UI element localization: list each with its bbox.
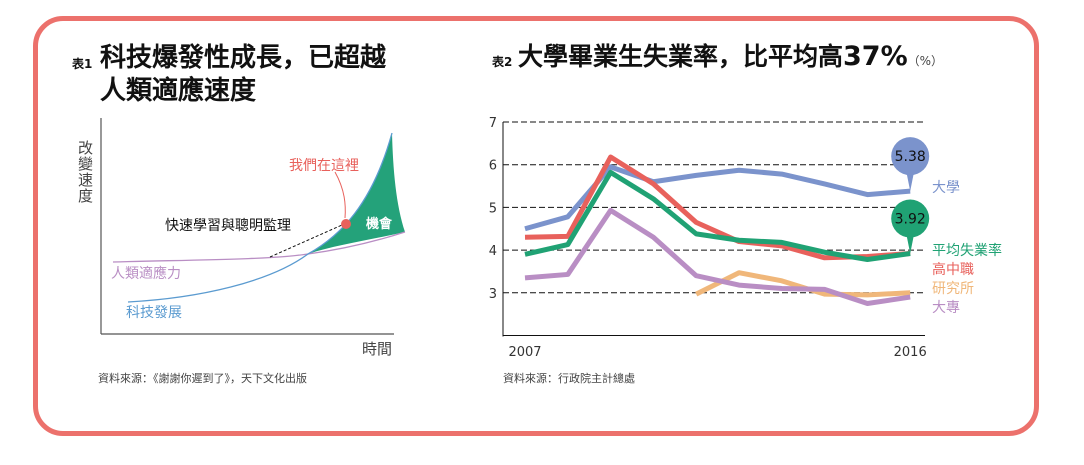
callout-value: 3.92 bbox=[895, 212, 926, 228]
callout-pointer bbox=[906, 171, 915, 192]
left-title-line1: 科技爆發性成長，已超越 bbox=[100, 43, 387, 73]
unit-label: （%） bbox=[907, 54, 944, 68]
y-tick-label: 5 bbox=[489, 201, 497, 216]
legend-label: 大專 bbox=[932, 300, 960, 316]
right-title: 大學畢業生失業率，比平均高37%（%） bbox=[518, 37, 943, 73]
y-tick-label: 7 bbox=[489, 116, 497, 131]
label-tech-development: 科技發展 bbox=[126, 305, 182, 321]
annotation-here: 我們在這裡 bbox=[289, 158, 359, 174]
annotation-opportunity: 機會 bbox=[366, 217, 393, 232]
annotation-learning: 快速學習與聰明監理 bbox=[165, 218, 291, 234]
human-adaptation-curve bbox=[112, 231, 406, 263]
y-axis-label: 改變速度 bbox=[78, 139, 94, 205]
x-tick-label: 2007 bbox=[508, 345, 541, 360]
callout-bubble bbox=[891, 137, 930, 176]
dashed-connector bbox=[269, 224, 343, 258]
callout-value: 5.38 bbox=[895, 149, 926, 165]
x-axis-label: 時間 bbox=[362, 340, 393, 358]
legend-label: 大學 bbox=[932, 180, 960, 196]
right-title-highlight: 37% bbox=[843, 41, 908, 72]
legend-label: 高中職 bbox=[932, 261, 974, 278]
here-arrow-icon bbox=[334, 171, 346, 219]
left-title-line2: 人類適應速度 bbox=[100, 76, 257, 106]
tech-development-curve bbox=[127, 132, 393, 303]
legend-label: 研究所 bbox=[932, 281, 974, 297]
y-tick-label: 3 bbox=[489, 287, 497, 302]
opportunity-area bbox=[308, 133, 405, 254]
y-tick-label: 6 bbox=[489, 159, 497, 174]
right-source: 資料來源：行政院主計總處 bbox=[503, 372, 635, 385]
rounded-frame bbox=[33, 16, 1039, 436]
y-tick-label: 4 bbox=[489, 244, 497, 259]
legend-label: 平均失業率 bbox=[932, 242, 1002, 259]
right-table-label: 表2 bbox=[492, 55, 513, 69]
left-source: 資料來源：《謝謝你遲到了》，天下文化出版 bbox=[98, 372, 307, 385]
x-tick-label: 2016 bbox=[894, 345, 927, 360]
series-line-大專 bbox=[524, 207, 911, 306]
callout-bubble bbox=[891, 199, 930, 238]
label-human-adaptation: 人類適應力 bbox=[111, 266, 181, 282]
here-dot bbox=[341, 219, 351, 229]
left-table-label: 表1 bbox=[72, 57, 93, 71]
callout-pointer bbox=[906, 233, 915, 254]
right-title-text: 大學畢業生失業率，比平均高 bbox=[518, 42, 844, 71]
series-line-平均失業率 bbox=[524, 169, 911, 262]
